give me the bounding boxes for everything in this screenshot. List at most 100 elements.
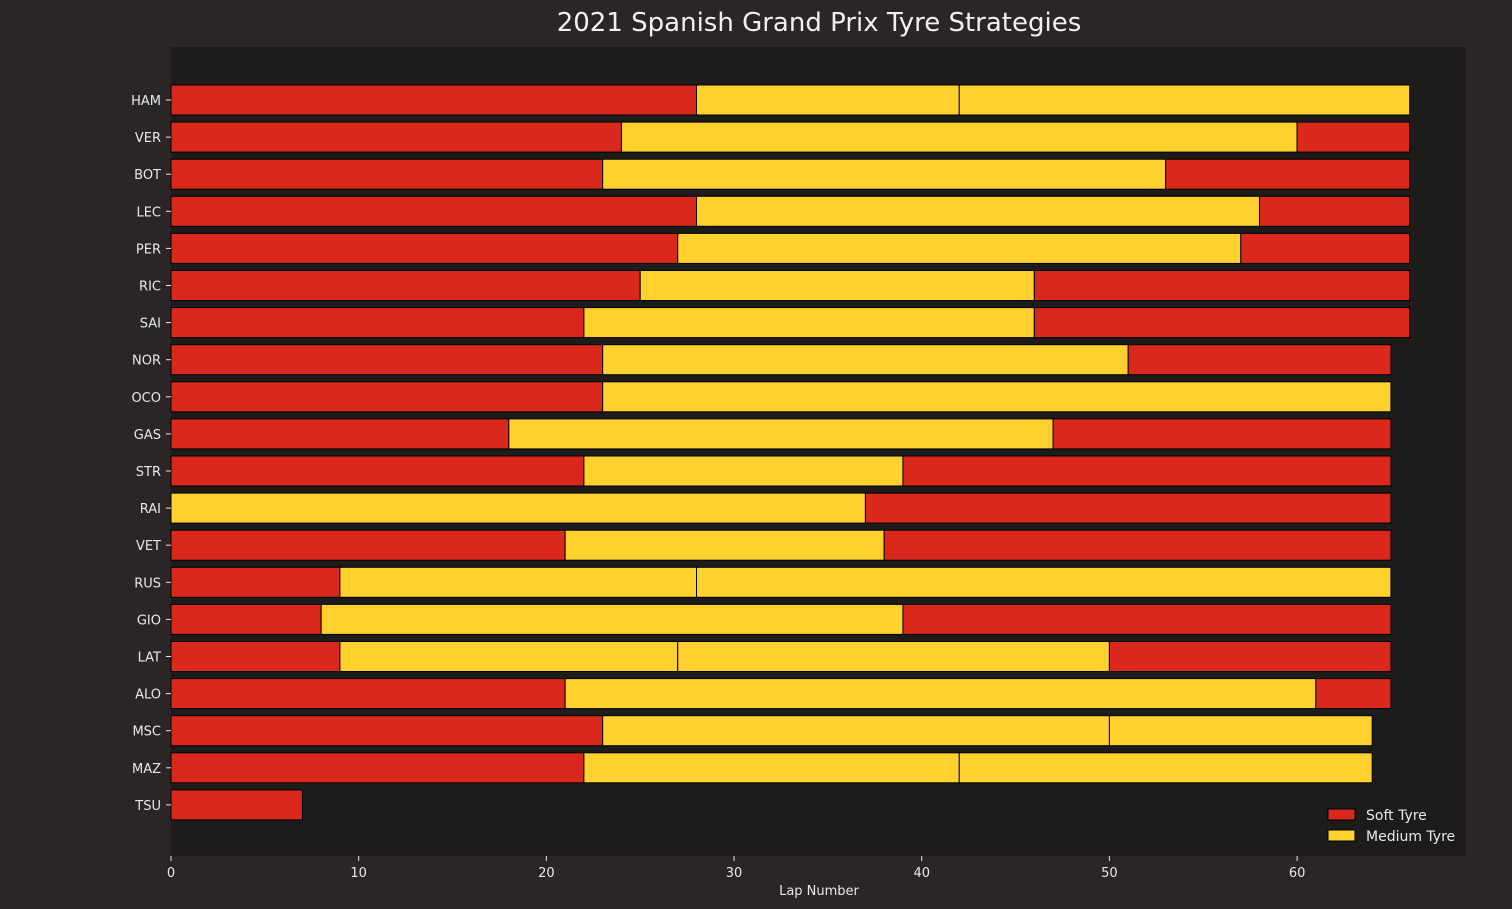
y-tick-label: NOR	[132, 354, 161, 369]
stint-bar-bot-2	[602, 158, 1167, 190]
stint-bar-nor-3	[1127, 344, 1392, 376]
stint-bar-alo-1	[170, 678, 566, 710]
stint-bar-tsu-1	[170, 789, 303, 821]
stint-bar-msc-2	[602, 715, 1110, 747]
x-tick-label: 30	[726, 866, 743, 881]
stint-bar-lec-3	[1259, 195, 1411, 227]
stint-bar-maz-2	[583, 752, 960, 784]
y-tick-label: GIO	[137, 613, 161, 628]
stint-bar-ver-2	[620, 121, 1298, 153]
y-tick-label: LAT	[138, 651, 161, 666]
stint-bar-bot-1	[170, 158, 604, 190]
stint-bar-rai-2	[864, 492, 1392, 524]
stint-bar-lec-2	[696, 195, 1261, 227]
y-tick-label: LEC	[136, 205, 161, 220]
x-tick-label: 20	[538, 866, 555, 881]
y-axis: HAM VER BOT LEC PER RIC SAI NOR OCO GAS STR RAI VET R…	[131, 94, 171, 814]
stint-bar-bot-3	[1165, 158, 1411, 190]
driver-row-oco	[170, 381, 1392, 413]
driver-row-lat	[170, 641, 1392, 672]
driver-row-bot	[170, 158, 1411, 190]
stint-bar-ver-1	[170, 121, 622, 153]
stint-bar-ham-1	[170, 84, 698, 116]
legend-label-medium: Medium Tyre	[1366, 829, 1455, 845]
stint-bar-per-2	[677, 232, 1242, 264]
y-tick-label: RUS	[134, 576, 161, 591]
legend-swatch-soft	[1327, 808, 1356, 821]
stint-bar-vet-2	[564, 529, 885, 561]
stint-bar-nor-1	[170, 344, 604, 376]
driver-row-alo	[170, 678, 1392, 710]
stint-bar-gio-2	[320, 603, 904, 635]
driver-row-ric	[170, 270, 1411, 301]
stint-bar-sai-1	[170, 307, 585, 339]
stint-bar-rus-2	[339, 566, 698, 598]
y-tick-label: TSU	[134, 799, 161, 814]
x-axis: 0 10 20 30 40 50 60	[167, 856, 1306, 881]
y-tick-label: ALO	[135, 688, 161, 703]
stint-bar-rai-1	[170, 492, 866, 524]
stint-bar-gas-1	[170, 418, 510, 450]
x-tick-label: 50	[1101, 866, 1118, 881]
y-tick-label: HAM	[131, 94, 161, 109]
driver-row-per	[170, 232, 1411, 264]
driver-row-msc	[170, 715, 1373, 747]
stint-bar-maz-3	[958, 752, 1373, 784]
y-tick-label: OCO	[131, 391, 161, 406]
driver-row-ver	[170, 121, 1411, 153]
legend-label-soft: Soft Tyre	[1366, 808, 1427, 824]
driver-row-nor	[170, 344, 1392, 376]
x-tick-label: 40	[913, 866, 930, 881]
driver-row-str	[170, 455, 1392, 487]
stint-bar-ric-1	[170, 270, 641, 301]
stint-bar-rus-3	[696, 566, 1392, 598]
stint-bar-alo-2	[564, 678, 1317, 710]
stint-bar-ver-3	[1296, 121, 1411, 153]
y-tick-label: STR	[136, 465, 161, 480]
stint-bar-str-3	[902, 455, 1392, 487]
y-tick-label: MSC	[132, 725, 161, 740]
stint-bar-vet-1	[170, 529, 566, 561]
stint-bar-lat-4	[1108, 641, 1392, 672]
y-tick-label: VET	[136, 539, 161, 554]
driver-row-lec	[170, 195, 1411, 227]
stint-bar-ric-2	[639, 270, 1035, 301]
stint-bar-lat-3	[677, 641, 1110, 672]
stint-bar-alo-3	[1315, 678, 1392, 710]
stint-bar-oco-1	[170, 381, 604, 413]
driver-row-gio	[170, 603, 1392, 635]
stint-bar-msc-3	[1108, 715, 1373, 747]
stint-bar-per-1	[170, 232, 679, 264]
driver-row-rus	[170, 566, 1392, 598]
stint-bar-str-1	[170, 455, 585, 487]
x-tick-label: 0	[167, 866, 175, 881]
stint-bar-lat-2	[339, 641, 679, 672]
y-tick-label: VER	[135, 131, 161, 146]
stint-bar-msc-1	[170, 715, 604, 747]
driver-row-maz	[170, 752, 1373, 784]
x-axis-label: Lap Number	[779, 884, 859, 899]
stint-bar-gas-3	[1052, 418, 1392, 450]
y-tick-label: RAI	[140, 502, 161, 517]
y-tick-label: PER	[136, 242, 161, 257]
driver-row-tsu	[170, 789, 303, 821]
stint-bar-maz-1	[170, 752, 585, 784]
stint-bar-ric-3	[1033, 270, 1411, 301]
y-tick-label: GAS	[134, 428, 161, 443]
legend-swatch-medium	[1327, 829, 1356, 842]
driver-row-ham	[170, 84, 1411, 116]
driver-row-gas	[170, 418, 1392, 450]
y-tick-label: SAI	[140, 317, 161, 332]
x-tick-label: 10	[350, 866, 367, 881]
y-tick-label: MAZ	[132, 762, 161, 777]
driver-row-sai	[170, 307, 1411, 339]
stint-bar-lat-1	[170, 641, 341, 672]
stint-bar-gas-2	[508, 418, 1054, 450]
stint-bar-sai-2	[583, 307, 1035, 339]
stint-bar-nor-2	[602, 344, 1129, 376]
y-tick-label: BOT	[134, 168, 161, 183]
driver-row-vet	[170, 529, 1392, 561]
y-tick-label: RIC	[139, 280, 161, 295]
stint-bar-ham-3	[958, 84, 1411, 116]
x-tick-label: 60	[1289, 866, 1306, 881]
